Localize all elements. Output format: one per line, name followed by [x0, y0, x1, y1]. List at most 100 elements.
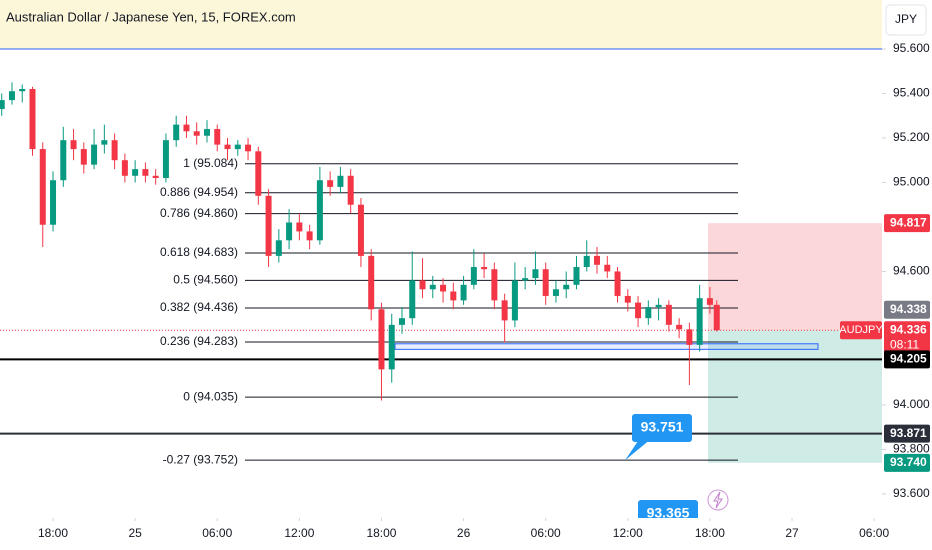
price-tag [884, 321, 930, 354]
fib-label: 0.382 (94.436) [160, 300, 238, 314]
candle-body [429, 284, 436, 290]
fib-label: 1 (95.084) [183, 156, 238, 170]
candle-body [275, 240, 282, 256]
y-tick-label: 95.600 [893, 41, 930, 55]
fib-label: 0.618 (94.683) [160, 245, 238, 259]
x-tick-label: 06:00 [531, 526, 561, 540]
price-tag-label: 93.740 [890, 455, 927, 469]
price-tag-label: 94.817 [890, 215, 927, 229]
candle-body [563, 284, 570, 290]
fib-label: 0.786 (94.860) [160, 206, 238, 220]
candle-body [224, 144, 231, 150]
candle-body [655, 304, 662, 308]
candle-body [665, 304, 672, 325]
candle-body [347, 175, 354, 205]
candle-body [296, 222, 303, 232]
candle-body [91, 144, 98, 165]
candle-body [214, 129, 221, 145]
candle-body [80, 149, 87, 165]
candle-body [594, 255, 601, 265]
x-tick-label: 06:00 [202, 526, 232, 540]
candle-body [173, 124, 180, 141]
candle-body [306, 231, 313, 241]
candle-body [419, 280, 426, 290]
range-box [394, 343, 819, 350]
callout-pointer [625, 438, 652, 461]
price-tag [884, 453, 930, 472]
candle-body [162, 140, 169, 179]
x-tick-label: 06:00 [859, 526, 889, 540]
candle-body [614, 271, 621, 296]
price-tag [884, 214, 930, 233]
stop-zone [708, 223, 882, 331]
x-tick-label: 18:00 [38, 526, 68, 540]
candle-body [460, 284, 467, 301]
candle-body [111, 140, 118, 161]
price-tag-label: 93.871 [890, 426, 927, 440]
x-tick-label: 25 [128, 526, 142, 540]
candle-body [552, 289, 559, 296]
x-tick-label: 12:00 [613, 526, 643, 540]
candle-body [19, 89, 26, 92]
time-axis [0, 518, 882, 550]
candle-body [532, 269, 539, 279]
price-tag [884, 350, 930, 369]
x-tick-label: 18:00 [695, 526, 725, 540]
candle-body [286, 222, 293, 241]
plot: 1 (95.084) 0.886 (94.954) 0.786 (94.860) 0.… [0, 82, 882, 528]
price-tag [884, 300, 930, 319]
x-tick-label: 12:00 [284, 526, 314, 540]
fib-label: 0.5 (94.560) [173, 273, 238, 287]
candle-body [398, 318, 405, 325]
candle-body [101, 140, 108, 145]
time-axis-layer: 18:00 25 06:00 12:00 18:00 26 06:00 12:00 18:00 2… [38, 518, 889, 540]
countdown: 08:11 [890, 337, 919, 351]
y-tick-label: 95.400 [893, 86, 930, 100]
candle-body [183, 124, 190, 132]
fib-label: 0.886 (94.954) [160, 185, 238, 199]
candle-body [470, 267, 477, 285]
candle-body [450, 291, 457, 301]
y-tick-label: 93.600 [893, 486, 930, 500]
candle-body [676, 324, 683, 330]
candle-body [132, 169, 139, 176]
candle-body [713, 304, 720, 331]
y-tick-label: 94.000 [893, 397, 930, 411]
candle-body [388, 324, 395, 370]
candle-body [121, 160, 128, 176]
y-tick-label: 93.800 [893, 442, 930, 456]
candle-body [245, 144, 252, 152]
fib-label: 0.236 (94.283) [160, 334, 238, 348]
candle-body [265, 195, 272, 256]
fib-label: -0.27 (93.752) [163, 452, 238, 466]
price-tag-label: 94.205 [890, 352, 927, 366]
candle-body [686, 329, 693, 345]
y-tick-label: 95.200 [893, 130, 930, 144]
candle-body [491, 269, 498, 301]
alert-icon[interactable] [707, 489, 729, 511]
candle-body [8, 91, 15, 101]
candle-body [29, 89, 36, 150]
candle-body [193, 131, 200, 136]
candle-body [368, 255, 375, 310]
candle-body [0, 100, 5, 110]
candle-body [501, 300, 508, 321]
candle-body [635, 302, 642, 319]
candle-body [70, 140, 77, 150]
candle-body [39, 149, 46, 225]
candle-body [60, 140, 67, 181]
currency-button[interactable] [885, 4, 927, 36]
symbol-label: AUDJPY [839, 324, 883, 336]
candle-body [316, 180, 323, 241]
y-tick-label: 95.000 [893, 175, 930, 189]
x-tick-label: 18:00 [366, 526, 396, 540]
candle-body [573, 267, 580, 285]
candle-body [696, 298, 703, 345]
symbol-tag [840, 321, 882, 340]
alert-icon-bolt [713, 491, 723, 509]
fib-label: 0 (94.035) [183, 389, 238, 403]
x-tick-label: 27 [785, 526, 799, 540]
y-tick-label: 94.600 [893, 264, 930, 278]
candle-body [522, 278, 529, 281]
